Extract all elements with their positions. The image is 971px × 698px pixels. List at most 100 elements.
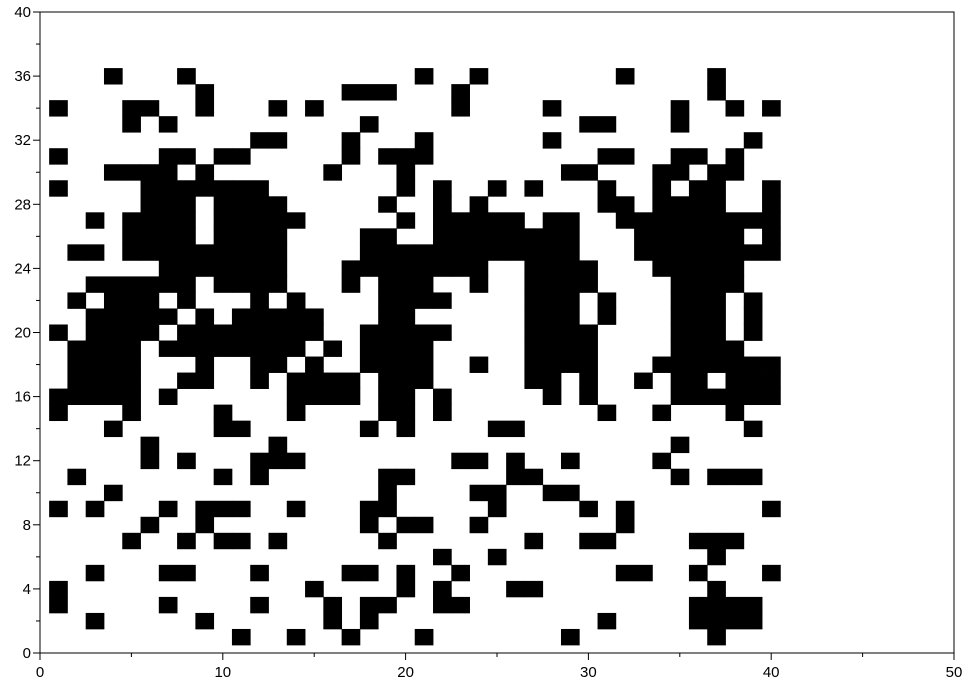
- heatmap-cell: [542, 244, 562, 261]
- heatmap-cell: [414, 244, 434, 261]
- heatmap-cell: [378, 468, 397, 486]
- heatmap-cell: [560, 244, 580, 261]
- heatmap-cell: [231, 500, 251, 518]
- heatmap-cell: [378, 228, 397, 245]
- heatmap-cell: [524, 308, 544, 325]
- heatmap-cell: [688, 372, 708, 389]
- heatmap-cell: [250, 180, 269, 197]
- heatmap-cell: [506, 468, 525, 486]
- heatmap-cell: [451, 564, 470, 582]
- heatmap-cell: [158, 244, 178, 261]
- heatmap-cell: [506, 228, 525, 245]
- heatmap-cell: [378, 372, 397, 389]
- heatmap-cell: [634, 372, 653, 389]
- heatmap-cell: [652, 228, 672, 245]
- heatmap-cell: [305, 580, 324, 598]
- heatmap-cell: [122, 212, 141, 229]
- heatmap-cell: [250, 292, 269, 309]
- heatmap-cell: [762, 228, 781, 245]
- heatmap-cell: [103, 164, 123, 181]
- heatmap-cell: [122, 308, 141, 325]
- heatmap-cell: [286, 388, 306, 406]
- heatmap-cell: [524, 180, 544, 197]
- heatmap-cell: [433, 180, 452, 197]
- heatmap-cell: [231, 420, 251, 438]
- heatmap-cell: [213, 212, 233, 229]
- heatmap-cell: [396, 212, 416, 229]
- heatmap-cell: [250, 244, 269, 261]
- heatmap-cell: [707, 308, 726, 325]
- heatmap-cell: [213, 228, 233, 245]
- heatmap-cell: [688, 564, 708, 582]
- heatmap-cell: [213, 180, 233, 197]
- heatmap-cell: [250, 196, 269, 213]
- heatmap-cell: [140, 276, 160, 293]
- heatmap-cell: [688, 276, 708, 293]
- heatmap-cell: [524, 356, 544, 373]
- heatmap-cell: [122, 292, 141, 309]
- heatmap-cell: [652, 404, 672, 422]
- heatmap-cell: [414, 132, 434, 149]
- heatmap-cell: [231, 260, 251, 277]
- heatmap-cell: [359, 612, 379, 630]
- heatmap-cell: [177, 532, 196, 550]
- heatmap-cell: [286, 324, 306, 341]
- heatmap-cell: [725, 468, 745, 486]
- heatmap-cell: [743, 356, 763, 373]
- heatmap-cell: [725, 228, 745, 245]
- heatmap-cell: [250, 228, 269, 245]
- heatmap-cell: [286, 452, 306, 470]
- heatmap-cell: [743, 388, 763, 406]
- heatmap-cell: [524, 292, 544, 309]
- heatmap-cell: [579, 164, 598, 181]
- heatmap-cell: [597, 196, 617, 213]
- heatmap-cell: [688, 260, 708, 277]
- heatmap-cell: [213, 196, 233, 213]
- heatmap-cell: [359, 84, 379, 101]
- heatmap-cell: [725, 532, 745, 550]
- heatmap-cell: [49, 100, 68, 117]
- heatmap-cell: [524, 324, 544, 341]
- heatmap-cell: [487, 244, 507, 261]
- heatmap-cell: [177, 196, 196, 213]
- heatmap-cell: [250, 212, 269, 229]
- heatmap-cell: [140, 324, 160, 341]
- heatmap-cell: [140, 180, 160, 197]
- heatmap-cell: [579, 276, 598, 293]
- heatmap-cell: [359, 596, 379, 614]
- y-tick-label: 32: [14, 132, 31, 149]
- heatmap-cell: [250, 452, 269, 470]
- heatmap-cell: [560, 628, 580, 646]
- heatmap-cell: [195, 244, 215, 261]
- heatmap-cell: [213, 260, 233, 277]
- heatmap-cell: [85, 276, 105, 293]
- heatmap-cell: [122, 532, 141, 550]
- heatmap-cell: [158, 340, 178, 357]
- heatmap-cell: [396, 372, 416, 389]
- heatmap-cell: [122, 100, 141, 117]
- heatmap-cell: [250, 340, 269, 357]
- heatmap-cell: [469, 68, 489, 85]
- heatmap-cell: [158, 116, 178, 133]
- heatmap-cell: [414, 68, 434, 85]
- heatmap-cell: [688, 596, 708, 614]
- heatmap-cell: [670, 372, 690, 389]
- heatmap-cell: [177, 180, 196, 197]
- heatmap-cell: [250, 308, 269, 325]
- heatmap-cell: [49, 596, 68, 614]
- heatmap-cell: [688, 340, 708, 357]
- heatmap-cell: [378, 340, 397, 357]
- heatmap-cell: [122, 356, 141, 373]
- heatmap-cell: [158, 308, 178, 325]
- heatmap-cell: [743, 212, 763, 229]
- heatmap-cell: [305, 356, 324, 373]
- heatmap-cell: [195, 84, 215, 101]
- heatmap-cell: [597, 532, 617, 550]
- heatmap-cell: [560, 324, 580, 341]
- heatmap-cell: [615, 68, 635, 85]
- heatmap-cell: [414, 628, 434, 646]
- heatmap-cell: [433, 324, 452, 341]
- heatmap-cell: [140, 212, 160, 229]
- heatmap-cell: [396, 468, 416, 486]
- heatmap-cell: [378, 356, 397, 373]
